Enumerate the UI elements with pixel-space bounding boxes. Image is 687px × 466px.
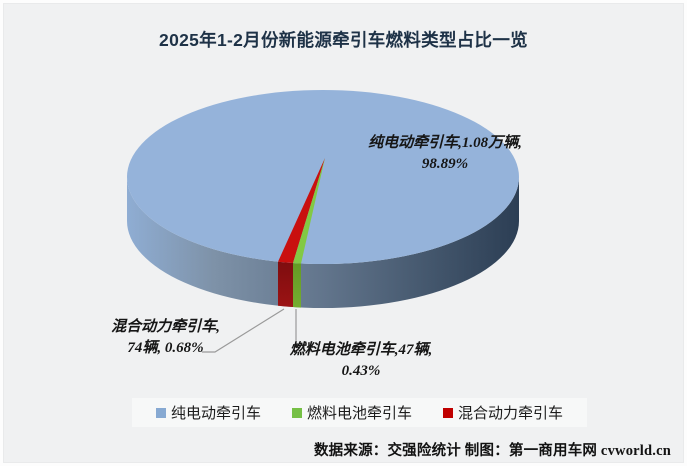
legend-label-pure-electric: 纯电动牵引车 [170, 406, 261, 422]
slice-fuel-cell-top [293, 158, 325, 264]
legend-item-hybrid: 混合动力牵引车 [443, 402, 563, 423]
slice-pure-electric-top [127, 90, 519, 264]
slice-hybrid-side [278, 261, 293, 307]
legend-swatch-pure-electric-icon [155, 407, 166, 418]
legend-item-pure-electric: 纯电动牵引车 [155, 402, 261, 423]
label-hybrid: 混合动力牵引车, 74辆, 0.68% [68, 317, 263, 358]
slice-pure-electric-side [127, 177, 519, 308]
label-fuel-cell-line2: 0.43% [341, 362, 381, 379]
label-pure-electric: 纯电动牵引车,1.08万辆, 98.89% [295, 133, 595, 174]
label-pure-electric-line1: 纯电动牵引车,1.08万辆, [368, 135, 522, 151]
label-hybrid-line2: 74辆, 0.68% [127, 339, 204, 356]
label-pure-electric-line2: 98.89% [421, 155, 469, 172]
label-fuel-cell: 燃料电池牵引车,47辆, 0.43% [255, 340, 467, 381]
legend-label-hybrid: 混合动力牵引车 [458, 406, 564, 422]
legend-item-fuel-cell: 燃料电池牵引车 [291, 402, 412, 423]
legend-label-fuel-cell: 燃料电池牵引车 [306, 406, 412, 422]
legend-swatch-hybrid-icon [443, 407, 453, 418]
slice-fuel-cell-side [293, 263, 301, 308]
leader-line-hybrid [202, 308, 285, 353]
slice-hybrid-top [278, 158, 325, 263]
data-source-note: 数据来源：交强险统计 制图：第一商用车网 cvworld.cn [313, 443, 671, 459]
label-hybrid-line1: 混合动力牵引车, [111, 319, 220, 335]
label-fuel-cell-line1: 燃料电池牵引车,47辆, [289, 342, 433, 358]
legend-swatch-fuel-cell-icon [291, 407, 302, 418]
legend: 纯电动牵引车 燃料电池牵引车 混合动力牵引车 [132, 398, 587, 427]
chart-title: 2025年1-2月份新能源牵引车燃料类型占比一览 [159, 30, 528, 50]
